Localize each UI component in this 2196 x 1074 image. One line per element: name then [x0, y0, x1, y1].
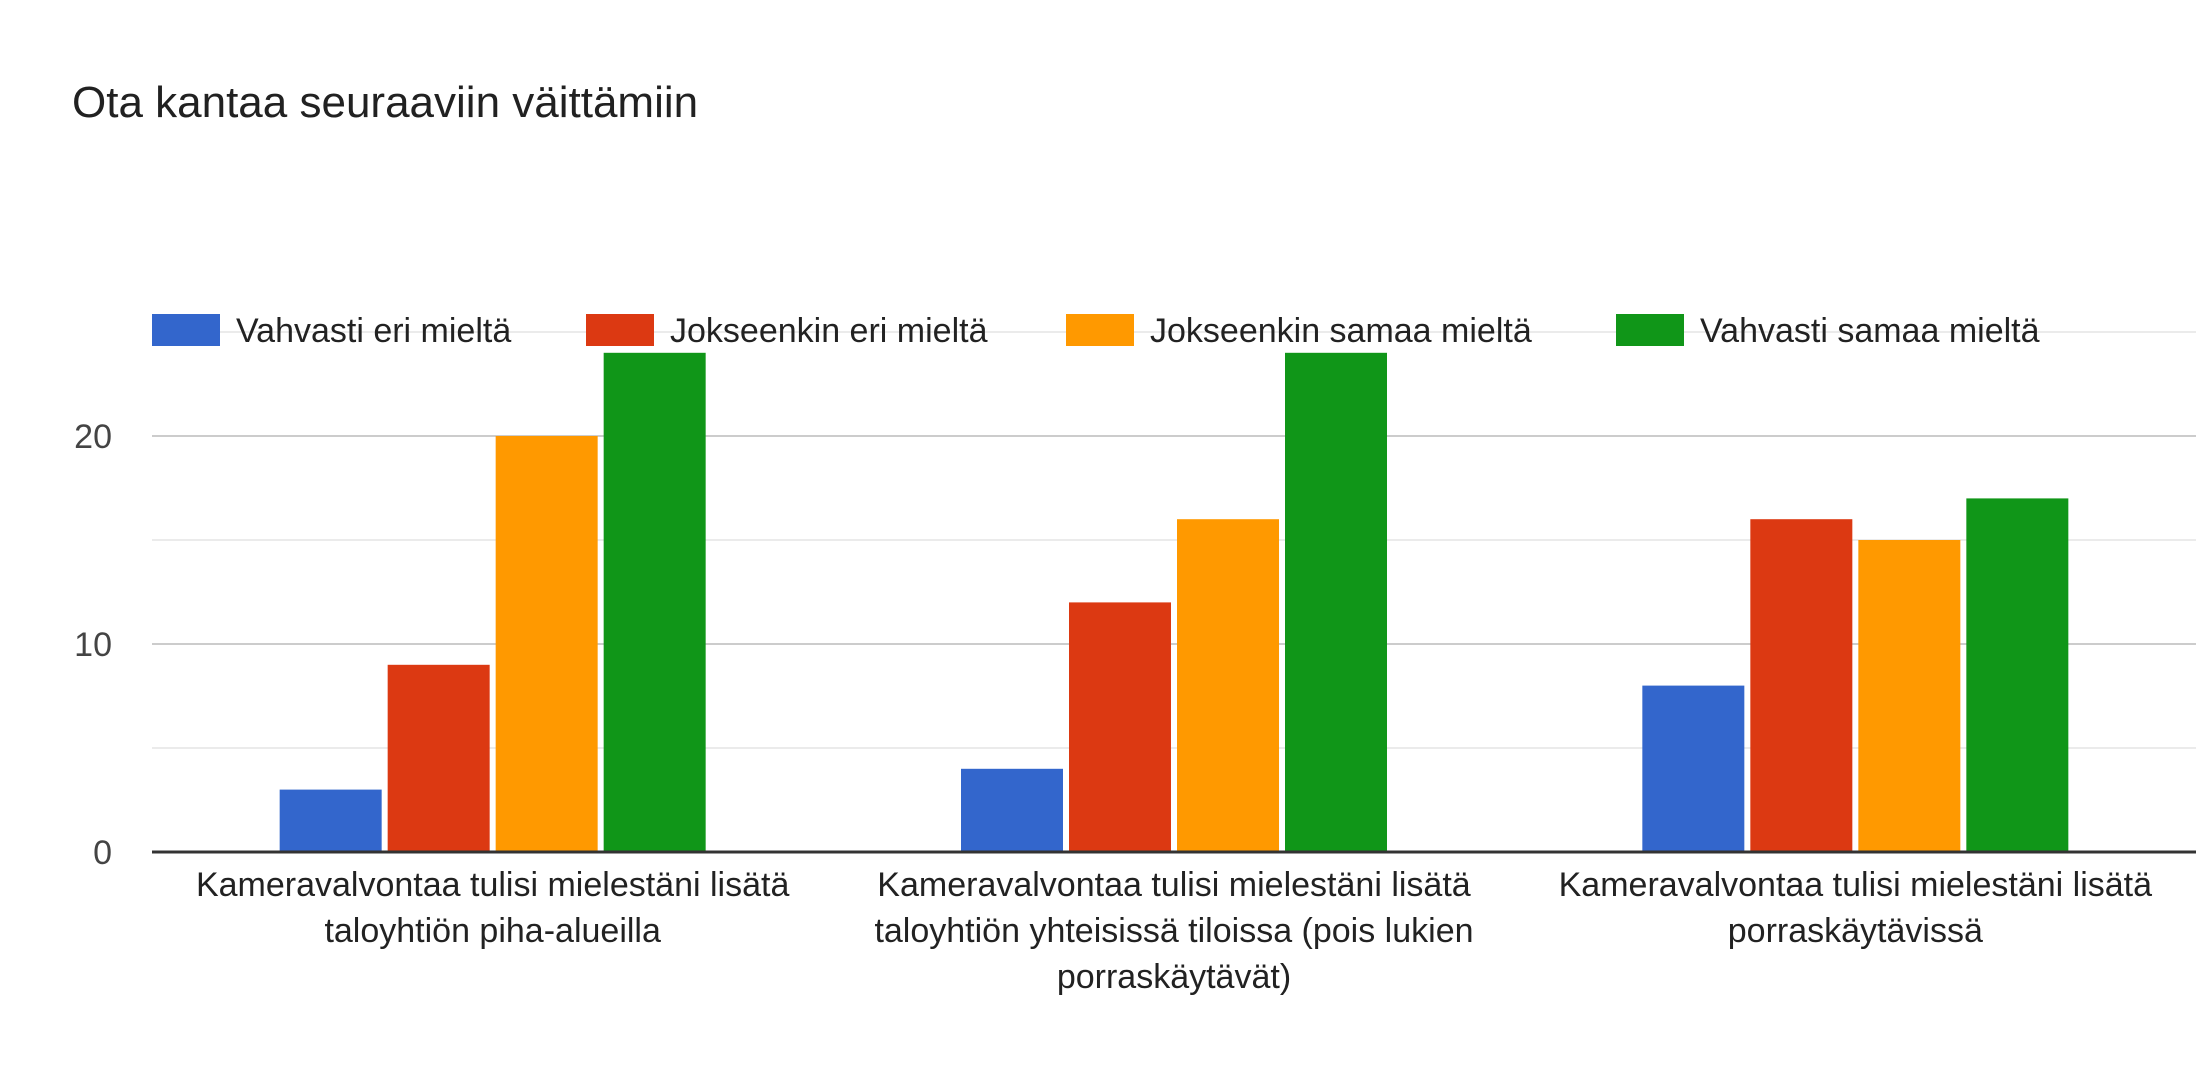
bar-1-3	[1642, 685, 1745, 852]
legend-swatch	[1066, 314, 1134, 346]
axes: 0 10 20 Kameravalvontaa tulisi mielestäni l…	[74, 418, 2196, 996]
bar-2-3	[1750, 519, 1853, 852]
bar-1-1	[279, 789, 382, 852]
x-category-label: Kameravalvontaa tulisi mielestäni lisätä…	[196, 866, 789, 950]
x-category-label-line: taloyhtiön piha-alueilla	[324, 912, 661, 950]
x-category-label-line: taloyhtiön yhteisissä tiloissa (pois luk…	[874, 912, 1473, 950]
legend-label: Jokseenkin samaa mieltä	[1150, 312, 1532, 350]
bar-2-1	[387, 664, 490, 852]
bar-4-2	[1285, 352, 1387, 852]
legend-label: Vahvasti eri mieltä	[236, 312, 511, 350]
x-category-label: Kameravalvontaa tulisi mielestäni lisätä…	[874, 866, 1473, 996]
bar-4-1	[603, 352, 706, 852]
bars	[279, 352, 2069, 852]
bar-4-3	[1966, 498, 2069, 852]
y-tick-label: 10	[74, 626, 112, 664]
legend-swatch	[586, 314, 654, 346]
x-category-label-line: porraskäytävät)	[1057, 958, 1291, 996]
gridlines	[152, 331, 2196, 749]
x-category-label-line: Kameravalvontaa tulisi mielestäni lisätä	[877, 866, 1470, 904]
bar-3-2	[1177, 519, 1279, 852]
bar-3-3	[1858, 540, 1961, 852]
x-category-label-line: porraskäytävissä	[1728, 912, 1983, 950]
x-category-label-line: Kameravalvontaa tulisi mielestäni lisätä	[196, 866, 789, 904]
bar-3-1	[495, 436, 598, 852]
legend: Vahvasti eri mieltä Jokseenkin eri mieltä…	[152, 312, 2040, 350]
y-tick-label: 0	[93, 834, 112, 872]
bar-1-2	[961, 768, 1063, 852]
legend-label: Jokseenkin eri mieltä	[670, 312, 988, 350]
chart-title: Ota kantaa seuraaviin väittämiin	[72, 78, 699, 127]
bar-2-2	[1069, 602, 1171, 852]
x-category-label-line: Kameravalvontaa tulisi mielestäni lisätä	[1559, 866, 2152, 904]
legend-swatch	[1616, 314, 1684, 346]
x-category-label: Kameravalvontaa tulisi mielestäni lisätä…	[1559, 866, 2152, 950]
legend-label: Vahvasti samaa mieltä	[1700, 312, 2040, 350]
y-tick-label: 20	[74, 418, 112, 456]
legend-swatch	[152, 314, 220, 346]
